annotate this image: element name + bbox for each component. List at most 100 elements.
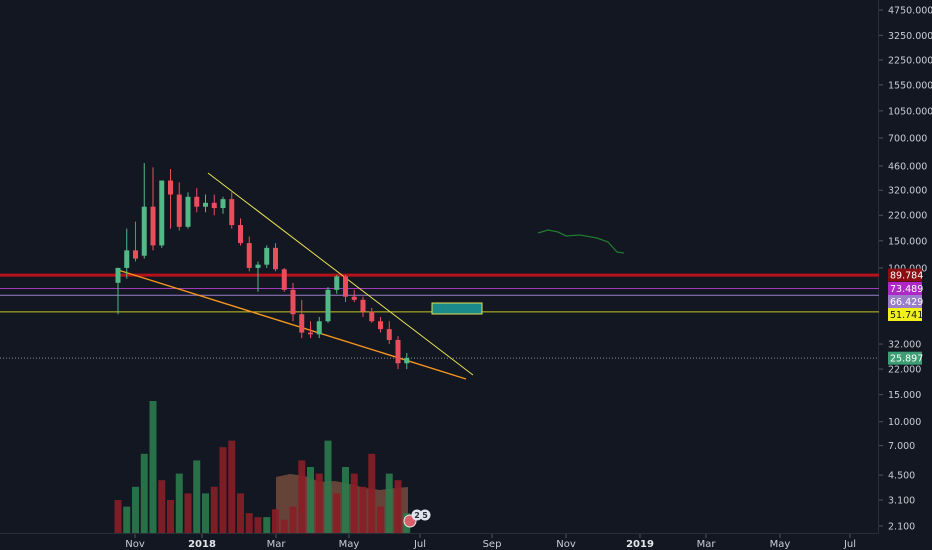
- time-tick-label: May: [770, 539, 791, 550]
- volume-bar: [350, 473, 358, 533]
- price-tick-label: 220.000: [888, 211, 927, 222]
- volume-bar: [289, 506, 297, 533]
- dividends-badge-label: 5: [422, 511, 428, 520]
- candle-body: [404, 357, 410, 364]
- price-tick-label: 4750.000: [888, 6, 932, 17]
- time-tick-label: Jul: [843, 539, 856, 550]
- price-label-text: 51.741: [890, 310, 923, 321]
- price-candles: [115, 163, 410, 370]
- candle-body: [150, 206, 156, 246]
- price-tick-label: 7.000: [888, 441, 915, 452]
- candle-body: [185, 196, 191, 227]
- price-tick-label: 1050.000: [888, 106, 932, 117]
- volume-bar: [385, 473, 393, 533]
- volume-bar: [333, 493, 341, 533]
- candle-body: [273, 247, 278, 270]
- target-zone-box[interactable]: [431, 302, 483, 315]
- candle-body: [141, 206, 147, 256]
- price-label-text: 89.784: [890, 271, 923, 282]
- time-tick-label: May: [339, 539, 360, 550]
- candle-body: [168, 180, 173, 195]
- earnings-badge-label: 2: [414, 511, 420, 520]
- candle-body: [343, 276, 348, 297]
- volume-bar: [237, 493, 244, 533]
- candle-body: [203, 202, 208, 207]
- candle-body: [133, 250, 138, 259]
- price-tick-label: 2250.000: [888, 55, 932, 66]
- volume-bar: [394, 480, 402, 533]
- candle-body: [299, 314, 305, 333]
- time-tick-label: Jul: [413, 539, 426, 550]
- candle-body: [194, 196, 200, 207]
- price-tick-label: 3250.000: [888, 31, 932, 42]
- candle-body: [395, 339, 401, 364]
- time-tick-label: Nov: [556, 539, 576, 550]
- volume-bar: [184, 493, 192, 533]
- volume-bar: [202, 493, 209, 533]
- time-tick-label: Sep: [483, 539, 502, 550]
- upper-trendline[interactable]: [207, 172, 474, 376]
- event-badges[interactable]: 2 5: [403, 509, 431, 528]
- price-tick-label: 10.000: [888, 417, 921, 428]
- volume-bar: [315, 473, 323, 533]
- volume-bar: [368, 453, 376, 533]
- volume-bar: [193, 460, 201, 533]
- time-tick-label: Mar: [697, 539, 717, 550]
- price-label-text: 25.897: [890, 354, 923, 365]
- volume-bar: [298, 460, 306, 533]
- candle-body: [386, 329, 392, 340]
- price-tick-label: 4.500: [888, 471, 915, 482]
- price-label-badge: [888, 307, 922, 321]
- candle-body: [255, 264, 261, 268]
- volume-bar: [149, 401, 157, 533]
- volume-bar: [140, 453, 148, 533]
- time-tick-label: 2018: [188, 539, 216, 550]
- candle-body: [264, 247, 270, 265]
- price-label-text: 66.429: [890, 297, 923, 308]
- volume-bar: [342, 467, 349, 533]
- price-label-badge: [888, 281, 922, 295]
- price-label-text: 73.489: [890, 284, 923, 295]
- price-label-badge: [888, 351, 922, 365]
- candle-body: [308, 332, 313, 335]
- price-tick-label: 150.000: [888, 236, 927, 247]
- volume-bar: [158, 480, 166, 533]
- candle-body: [159, 180, 165, 246]
- candle-body: [334, 276, 340, 290]
- time-axis-ticks: Nov 2018 Mar May Jul Sep Nov 2019 Mar May Jul: [125, 534, 856, 550]
- volume-bar: [254, 517, 262, 533]
- candle-body: [229, 199, 235, 226]
- volume-bar: [280, 519, 288, 533]
- candle-body: [351, 296, 357, 300]
- volume-bar: [307, 467, 314, 533]
- price-axis-ticks: 4750.000 3250.000 2250.000 1550.000 1050.000…: [879, 6, 932, 533]
- price-label-badge: [888, 268, 922, 282]
- time-tick-label: Nov: [125, 539, 145, 550]
- candle-body: [316, 321, 322, 335]
- price-tick-label: 15.000: [888, 390, 921, 401]
- earnings-badge[interactable]: [411, 509, 423, 521]
- volume-bar: [377, 506, 384, 533]
- volume-bar: [167, 500, 174, 533]
- price-axis-labels: 89.784 73.489 66.429 51.741 25.897: [888, 268, 923, 365]
- candle-body: [211, 202, 217, 209]
- time-tick-label: Mar: [267, 539, 287, 550]
- volume-bar: [324, 440, 332, 533]
- candle-body: [124, 250, 130, 268]
- volume-bar: [272, 509, 279, 533]
- volume-bar: [210, 486, 218, 533]
- volume-bar: [263, 517, 271, 533]
- price-tick-label: 32.000: [888, 340, 921, 351]
- candle-body: [290, 289, 296, 315]
- volume-bar: [228, 440, 236, 533]
- price-tick-label: 1550.000: [888, 80, 932, 91]
- candle-body: [369, 311, 375, 322]
- price-tick-label: 320.000: [888, 186, 927, 197]
- candle-body: [325, 289, 331, 322]
- indicator-line: [537, 229, 625, 254]
- dividends-badge[interactable]: [419, 509, 431, 521]
- volume-bar: [359, 486, 367, 533]
- price-tick-label: 22.000: [888, 365, 921, 376]
- volume-bar: [132, 486, 139, 533]
